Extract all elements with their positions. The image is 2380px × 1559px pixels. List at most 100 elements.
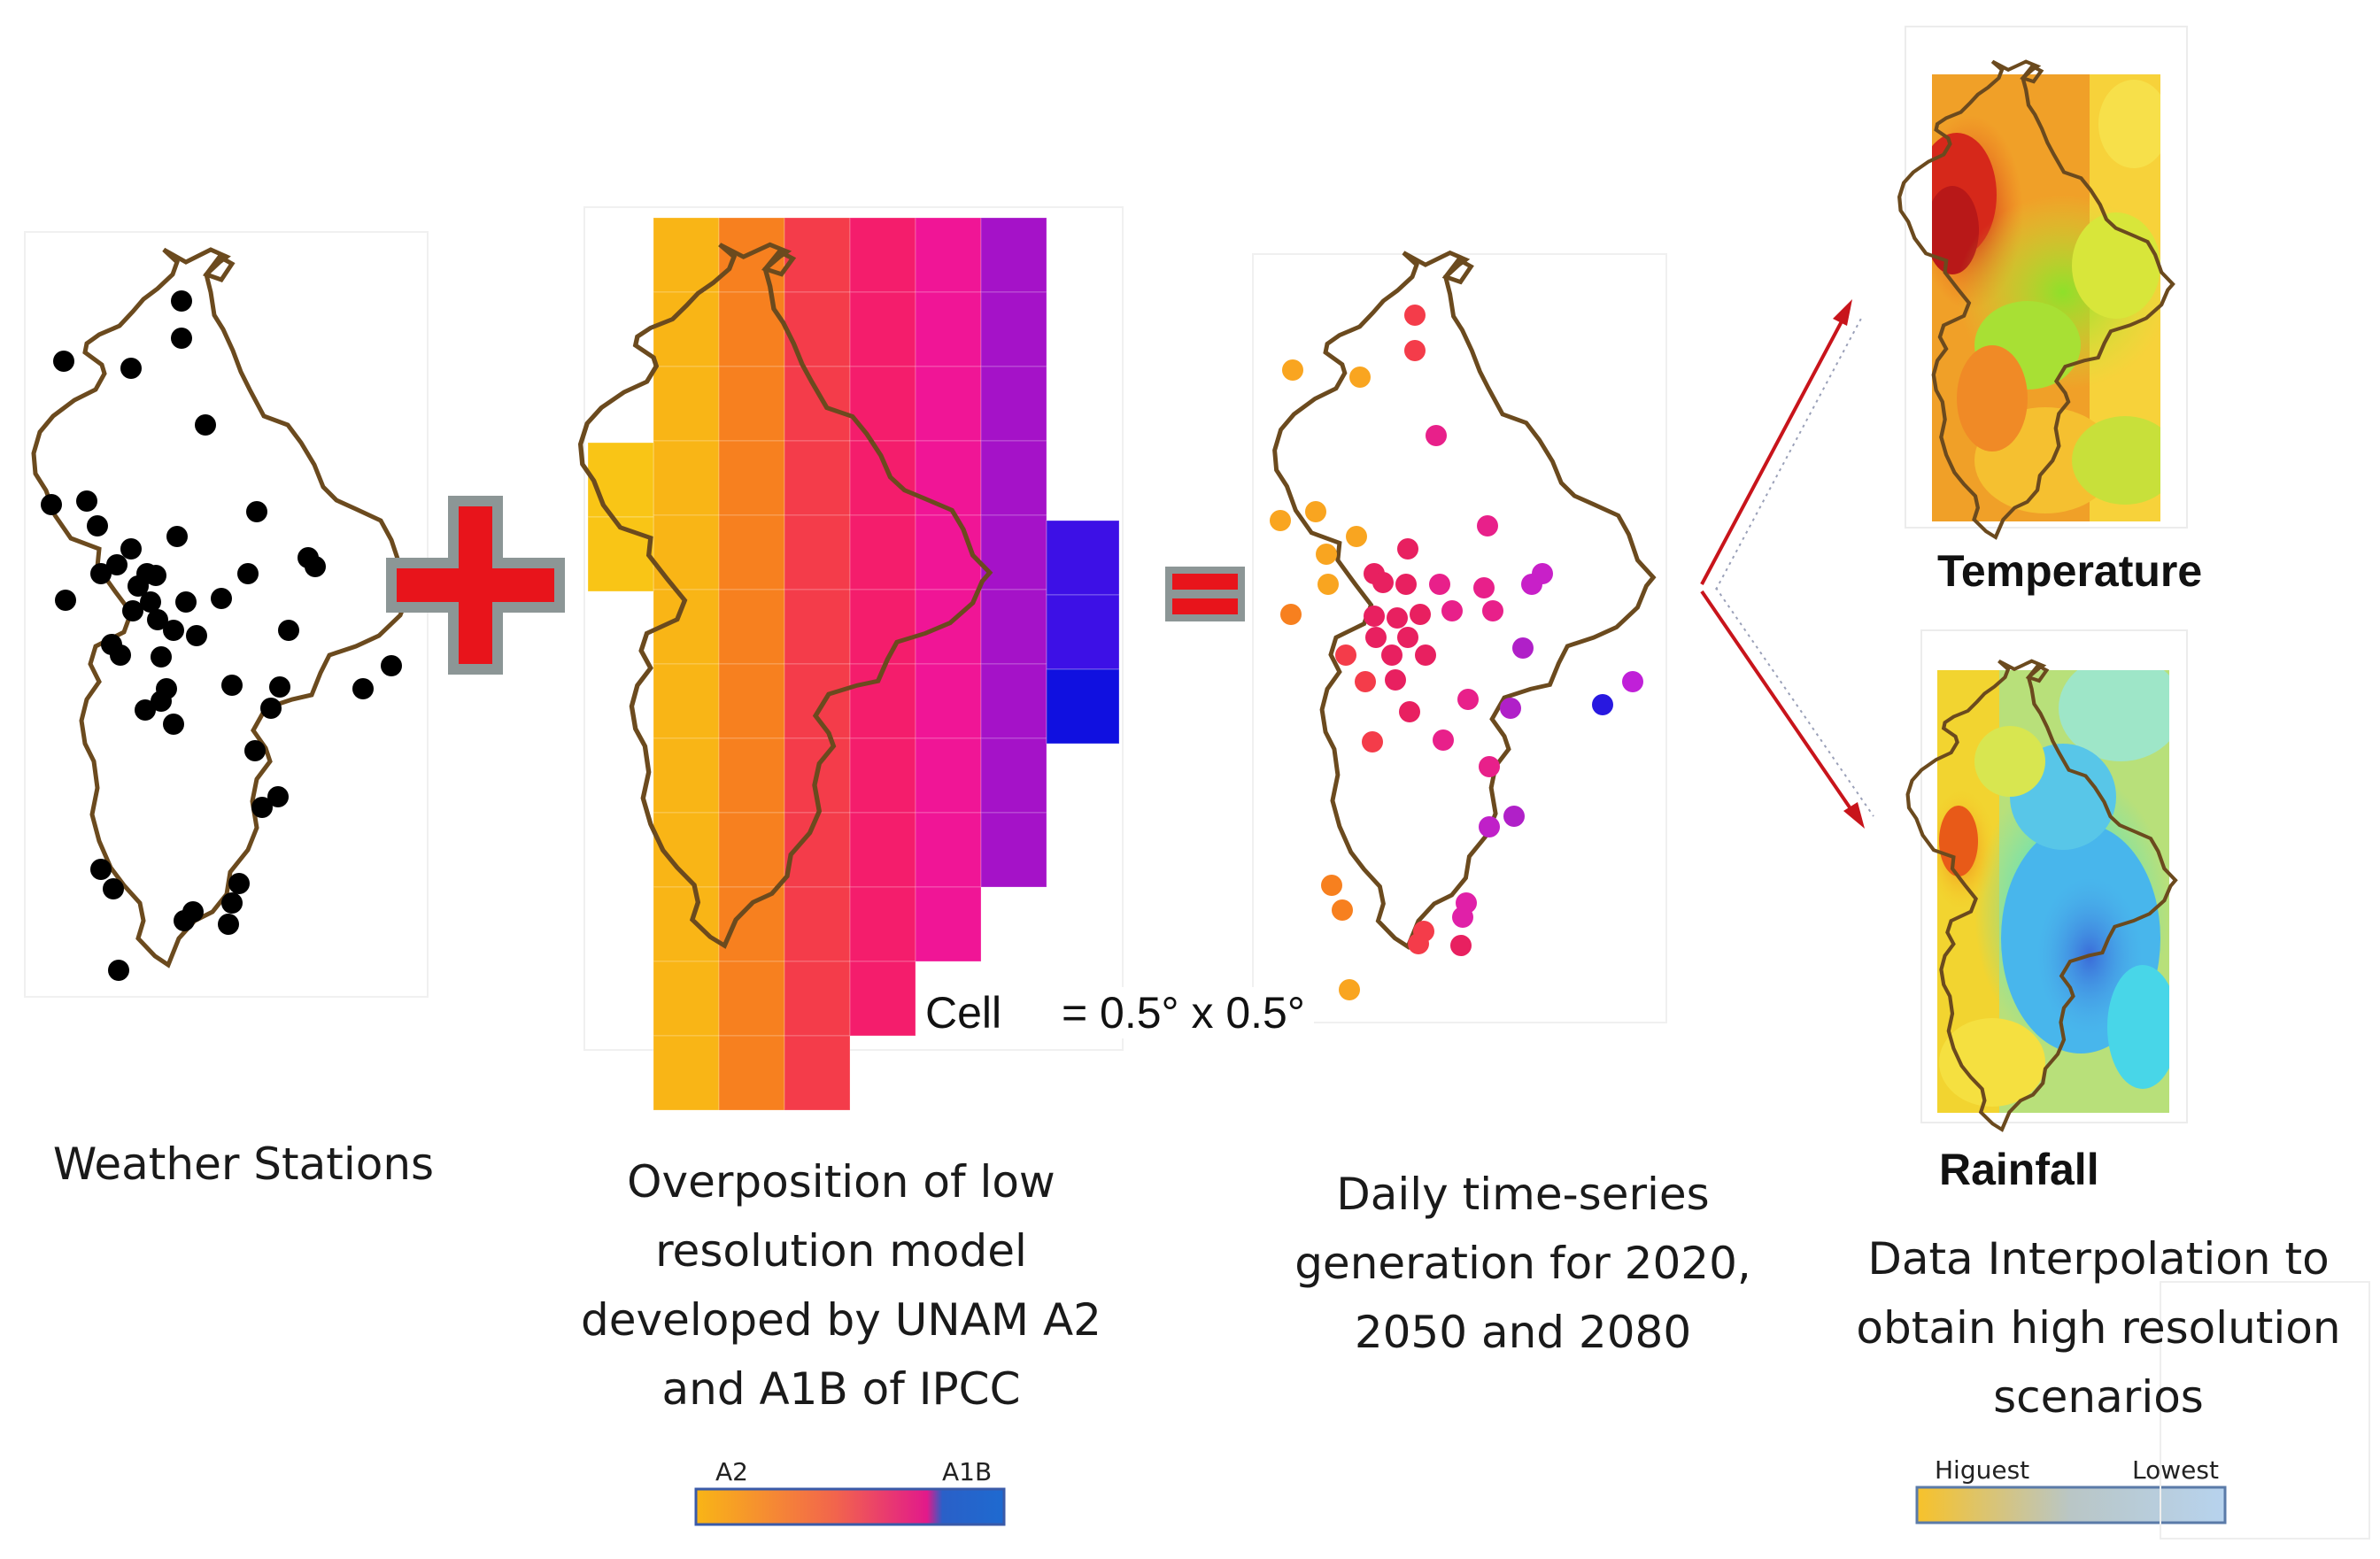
timeseries-caption: Daily time-series generation for 2020, 2…: [1294, 1169, 1751, 1358]
grid-cell: [718, 1035, 785, 1111]
colored-station-dot: [1280, 604, 1302, 625]
timeseries-map: [1252, 253, 1667, 1023]
grid-cell: [784, 514, 851, 590]
station-dot: [211, 588, 232, 609]
colored-station-dot: [1521, 574, 1542, 595]
model-caption: Overposition of low resolution model dev…: [581, 1156, 1101, 1415]
grid-cell: [1046, 520, 1120, 596]
station-dot: [140, 591, 161, 613]
interpolation-caption: Data Interpolation to obtain high resolu…: [1856, 1233, 2341, 1423]
grid-cell: [784, 291, 851, 367]
interpolation-legend: [1915, 1486, 2227, 1524]
station-dot: [76, 490, 97, 512]
colored-station-dot: [1305, 501, 1326, 522]
colored-station-dot: [1479, 816, 1500, 837]
station-dot: [110, 644, 131, 666]
grid-cell: [980, 589, 1047, 665]
grid-cell: [915, 663, 982, 739]
station-dots: [41, 290, 402, 981]
station-dot: [163, 714, 184, 735]
grid-cell: [849, 217, 916, 293]
colored-station-dot: [1622, 671, 1643, 692]
grid-cell: [718, 886, 785, 962]
colored-station-dot: [1355, 671, 1376, 692]
station-dot: [260, 698, 282, 719]
cell-size-label: Cell = 0.5° x 0.5°: [916, 987, 1314, 1038]
rainfall-map: [1908, 629, 2188, 1130]
colored-station-dot: [1349, 367, 1371, 388]
grid-cell: [718, 589, 785, 665]
model-grid-map: [581, 206, 1124, 1111]
grid-cell: [980, 366, 1047, 442]
grid-cell: [849, 663, 916, 739]
grid-cell: [653, 663, 720, 739]
station-dot: [103, 878, 124, 899]
grid-cell: [980, 514, 1047, 590]
station-dot: [90, 563, 112, 584]
grid-cell: [653, 440, 720, 516]
station-dot: [151, 691, 172, 712]
colored-station-dot: [1365, 627, 1387, 648]
grid-cell: [980, 440, 1047, 516]
colored-station-dot: [1404, 305, 1426, 326]
colored-station-dot: [1426, 425, 1447, 446]
grid-cell: [915, 886, 982, 962]
plus-operator: [386, 496, 565, 675]
station-dot: [87, 515, 108, 536]
grid-cell: [849, 514, 916, 590]
station-dot: [246, 501, 267, 522]
station-dot: [251, 797, 273, 818]
grid-cell: [915, 737, 982, 814]
colored-station-dot: [1429, 574, 1450, 595]
legend-highest-label: Higuest: [1935, 1455, 2030, 1485]
stations-map: [24, 231, 429, 998]
grid-cell: [653, 514, 720, 590]
colored-station-dot: [1479, 756, 1500, 777]
colored-station-dot: [1399, 701, 1420, 722]
stations-caption: Weather Stations: [52, 1138, 435, 1190]
grid-cell: [784, 886, 851, 962]
station-dot: [278, 620, 299, 641]
station-dot: [186, 625, 207, 646]
grid-cell: [653, 886, 720, 962]
grid-cell: [849, 737, 916, 814]
station-dot: [147, 609, 168, 630]
colored-station-dot: [1364, 606, 1385, 627]
grid-cell: [718, 812, 785, 888]
grid-cell: [849, 291, 916, 367]
grid-cell: [915, 366, 982, 442]
colored-station-dot: [1408, 933, 1429, 954]
equals-operator: [1165, 567, 1245, 621]
grid-cell: [784, 440, 851, 516]
colored-station-dot: [1397, 627, 1418, 648]
station-dot: [267, 786, 289, 807]
cell-label-prefix: Cell: [925, 988, 1002, 1038]
grid-cell: [653, 366, 720, 442]
grid-cell: [980, 217, 1047, 293]
grid-cell: [718, 737, 785, 814]
colored-station-dot: [1381, 644, 1402, 666]
station-dot: [163, 620, 184, 641]
station-dot: [108, 960, 129, 981]
grid-cell: [718, 440, 785, 516]
colored-station-dot: [1385, 669, 1406, 691]
colored-station-dot: [1316, 544, 1337, 565]
station-dot: [244, 740, 266, 761]
colored-station-dot: [1404, 340, 1426, 361]
station-dot: [122, 600, 143, 621]
model-legend-bar: [694, 1487, 1006, 1526]
station-dot: [90, 859, 112, 880]
station-dot: [166, 526, 188, 547]
colored-station-dot: [1477, 515, 1498, 536]
grid-cell: [718, 514, 785, 590]
station-dot: [305, 556, 326, 577]
grid-cell: [653, 961, 720, 1037]
station-dot: [352, 678, 374, 699]
grid-cell: [1046, 594, 1120, 670]
station-dot: [175, 591, 197, 613]
grid-cell: [980, 291, 1047, 367]
grid-cell: [980, 663, 1047, 739]
grid-cell: [784, 961, 851, 1037]
station-dot: [120, 538, 142, 560]
